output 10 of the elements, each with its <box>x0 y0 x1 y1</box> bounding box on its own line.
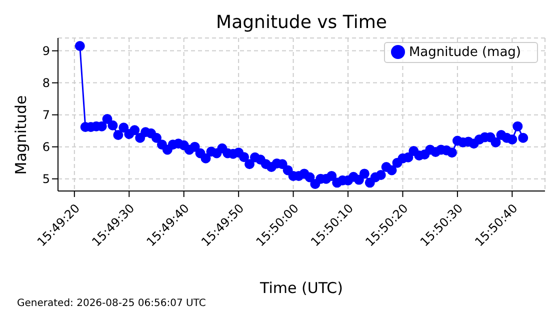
y-tick-label: 5 <box>42 172 50 186</box>
y-axis-title: Magnitude <box>12 95 31 175</box>
y-tick-label: 7 <box>42 108 50 122</box>
y-tick-label: 9 <box>42 44 50 58</box>
x-axis-title: Time (UTC) <box>259 279 344 297</box>
chart-title: Magnitude vs Time <box>215 12 388 33</box>
y-tick-label: 8 <box>42 76 50 90</box>
text: Generated: 2026-08-25 06:56:07 UTC <box>17 298 206 309</box>
legend-label: Magnitude (mag) <box>408 45 521 60</box>
y-tick-label: 6 <box>42 140 50 154</box>
